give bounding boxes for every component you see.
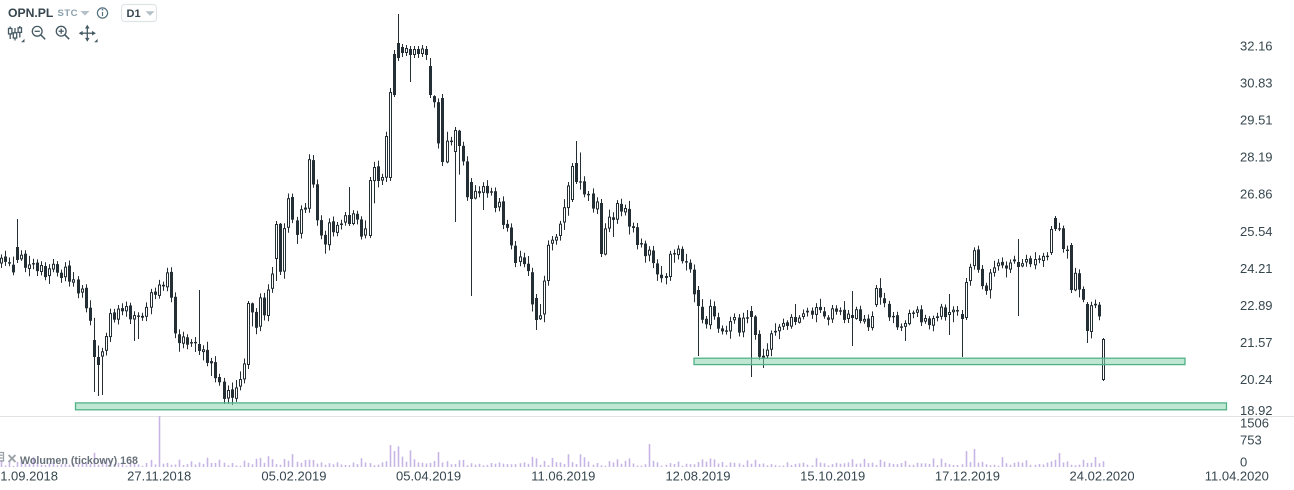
svg-text:24.21: 24.21: [1240, 261, 1273, 276]
svg-text:22.89: 22.89: [1240, 298, 1273, 313]
svg-text:12.08.2019: 12.08.2019: [665, 469, 730, 484]
svg-text:30.83: 30.83: [1240, 76, 1273, 91]
svg-text:26.86: 26.86: [1240, 187, 1273, 202]
svg-text:D1: D1: [127, 8, 141, 20]
svg-text:11.04.2020: 11.04.2020: [1205, 469, 1269, 484]
svg-text:27.11.2018: 27.11.2018: [127, 469, 191, 484]
svg-text:05.02.2019: 05.02.2019: [261, 469, 326, 484]
svg-text:STC: STC: [58, 8, 79, 19]
svg-text:21.57: 21.57: [1240, 335, 1273, 350]
svg-text:28.19: 28.19: [1240, 150, 1273, 165]
svg-text:25.54: 25.54: [1240, 224, 1273, 239]
svg-text:24.02.2020: 24.02.2020: [1070, 469, 1135, 484]
svg-text:11.06.2019: 11.06.2019: [531, 469, 595, 484]
svg-text:29.51: 29.51: [1240, 113, 1273, 128]
svg-text:17.12.2019: 17.12.2019: [935, 469, 1000, 484]
svg-text:18.92: 18.92: [1240, 403, 1273, 418]
svg-text:15.10.2019: 15.10.2019: [800, 469, 865, 484]
svg-text:753: 753: [1240, 433, 1262, 448]
svg-text:1.09.2018: 1.09.2018: [0, 469, 58, 484]
svg-text:32.16: 32.16: [1240, 39, 1273, 54]
svg-text:1506: 1506: [1240, 415, 1269, 430]
svg-text:05.04.2019: 05.04.2019: [396, 469, 461, 484]
svg-text:0: 0: [1240, 454, 1247, 469]
svg-text:OPN.PL: OPN.PL: [8, 6, 54, 20]
svg-text:20.24: 20.24: [1240, 372, 1273, 387]
svg-text:Wolumen (tickowy) 168: Wolumen (tickowy) 168: [20, 455, 138, 467]
